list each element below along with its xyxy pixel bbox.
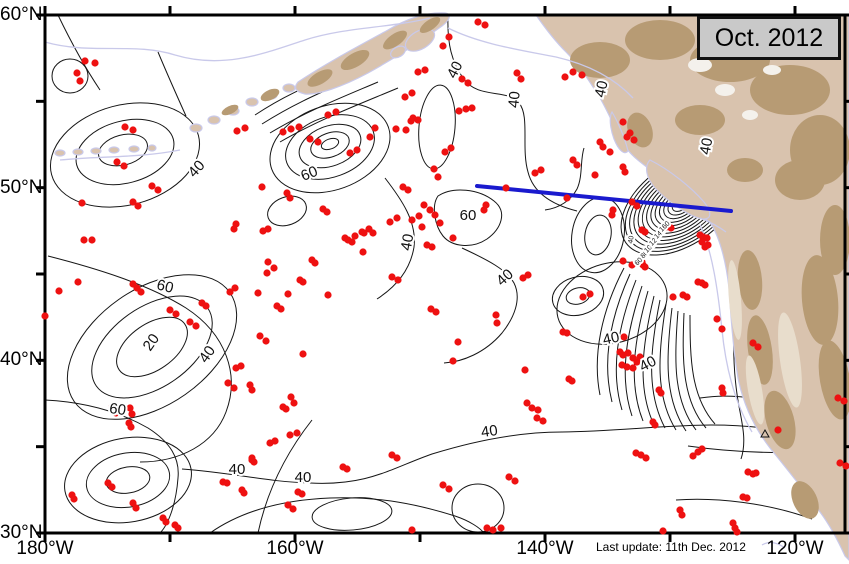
x-axis-label: 180°W xyxy=(16,538,74,559)
y-axis-label: 30°N xyxy=(0,522,43,543)
contour-label: 40 xyxy=(601,329,621,349)
contour-label: 40 xyxy=(505,91,523,109)
y-axis-label: 40°N xyxy=(0,349,43,371)
y-axis-label: 50°N xyxy=(0,176,43,198)
land-topography-dark xyxy=(221,16,849,519)
date-title: Oct. 2012 xyxy=(714,23,824,52)
x-axis-label: 120°W xyxy=(766,538,824,559)
glacier-ice-patches xyxy=(688,58,781,120)
contour-label: 40 xyxy=(697,137,717,156)
land-topography-light xyxy=(728,260,802,425)
contour-label: 40 xyxy=(295,469,312,486)
contour-label: 40 xyxy=(627,235,635,244)
triangle-marker xyxy=(760,428,770,438)
date-title-box: Oct. 2012 xyxy=(697,16,841,60)
land-haida-gwaii xyxy=(609,110,629,154)
y-axis-label: 60°N xyxy=(0,4,43,25)
land-kodiak-island xyxy=(404,28,436,52)
contour-label: 40 xyxy=(229,461,246,478)
contour-label: 40 xyxy=(480,422,499,441)
map-frame xyxy=(43,13,847,535)
last-update-note: Last update: 11th Dec. 2012 xyxy=(596,540,746,554)
land-alaska-peninsula xyxy=(295,12,450,95)
hydrographic-section-line xyxy=(475,184,733,213)
contour-label: 40 xyxy=(592,79,612,99)
x-axis-label: 140°W xyxy=(516,538,574,559)
station-dots xyxy=(41,18,849,536)
contour-label: 60 xyxy=(460,207,477,224)
x-axis-label: 160°W xyxy=(266,538,324,559)
contour-label: 60 xyxy=(108,400,127,419)
land-masses xyxy=(54,12,849,561)
contour-label: 40 xyxy=(398,233,418,252)
